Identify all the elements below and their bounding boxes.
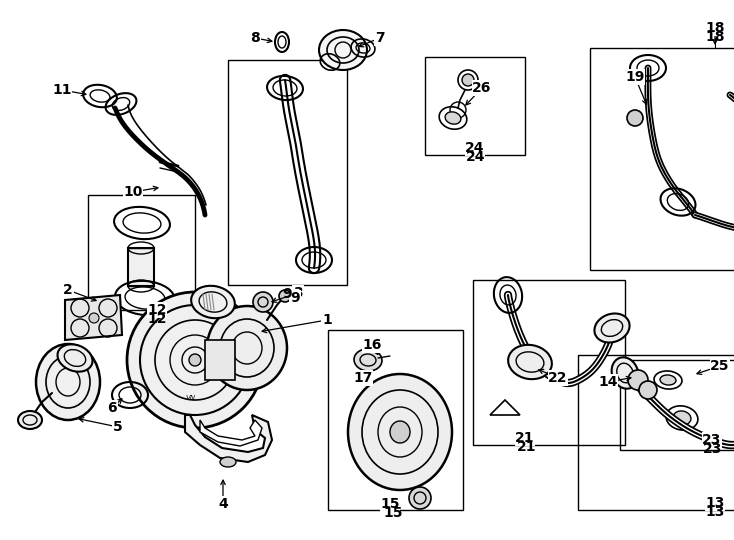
- Text: 1: 1: [322, 313, 332, 327]
- Text: 8: 8: [250, 31, 260, 45]
- Text: 23: 23: [702, 433, 722, 447]
- Ellipse shape: [595, 314, 630, 342]
- Text: 18: 18: [705, 21, 724, 35]
- Ellipse shape: [279, 290, 291, 302]
- Text: 16: 16: [363, 338, 382, 352]
- Ellipse shape: [220, 457, 236, 467]
- Text: 11: 11: [52, 83, 72, 97]
- Bar: [590, 48, 734, 270]
- Text: 13: 13: [705, 505, 724, 519]
- Ellipse shape: [508, 345, 552, 379]
- Text: 17: 17: [353, 371, 373, 385]
- Ellipse shape: [611, 357, 639, 389]
- Ellipse shape: [354, 349, 382, 371]
- Polygon shape: [200, 420, 262, 446]
- Ellipse shape: [18, 411, 42, 429]
- Text: 7: 7: [375, 31, 385, 45]
- Text: 12: 12: [148, 303, 167, 317]
- Bar: [578, 355, 734, 510]
- Ellipse shape: [628, 370, 648, 390]
- Text: 19: 19: [625, 70, 644, 84]
- Text: 5: 5: [113, 420, 123, 434]
- Text: 3: 3: [293, 286, 303, 300]
- Bar: [473, 280, 625, 445]
- Ellipse shape: [409, 487, 431, 509]
- Ellipse shape: [462, 74, 474, 86]
- Ellipse shape: [57, 345, 92, 372]
- Ellipse shape: [627, 110, 643, 126]
- Text: 12: 12: [148, 312, 167, 326]
- Ellipse shape: [660, 375, 676, 385]
- Text: 9: 9: [290, 291, 299, 305]
- Bar: [328, 330, 463, 510]
- Text: 13: 13: [705, 496, 724, 510]
- Bar: [128, 248, 154, 286]
- Text: 22: 22: [548, 371, 568, 385]
- Text: 6: 6: [107, 401, 117, 415]
- Text: 25: 25: [711, 359, 730, 373]
- Text: 18: 18: [705, 30, 724, 44]
- Ellipse shape: [89, 313, 99, 323]
- Text: 15: 15: [383, 506, 403, 520]
- Text: 10: 10: [123, 185, 142, 199]
- Text: 26: 26: [472, 81, 492, 95]
- Polygon shape: [185, 415, 272, 462]
- Ellipse shape: [189, 354, 201, 366]
- Text: 21: 21: [517, 440, 537, 454]
- Ellipse shape: [639, 381, 657, 399]
- Bar: [425, 57, 525, 155]
- Ellipse shape: [390, 421, 410, 443]
- Ellipse shape: [36, 344, 100, 420]
- Text: 24: 24: [465, 141, 484, 155]
- Polygon shape: [65, 295, 122, 340]
- Text: 9: 9: [282, 287, 292, 301]
- Text: 4: 4: [218, 497, 228, 511]
- Text: 2: 2: [63, 283, 73, 297]
- Text: 14: 14: [598, 375, 618, 389]
- Text: 23: 23: [703, 442, 723, 456]
- Ellipse shape: [127, 292, 263, 428]
- Ellipse shape: [191, 286, 235, 318]
- Bar: [620, 360, 734, 450]
- Ellipse shape: [207, 306, 287, 390]
- Text: 15: 15: [380, 497, 400, 511]
- Ellipse shape: [348, 374, 452, 490]
- Ellipse shape: [253, 292, 273, 312]
- Bar: [205, 340, 235, 380]
- Ellipse shape: [445, 112, 461, 124]
- Text: VN: VN: [185, 395, 195, 401]
- Bar: [228, 60, 347, 285]
- Ellipse shape: [673, 411, 691, 425]
- Ellipse shape: [319, 30, 367, 70]
- Text: 24: 24: [466, 150, 486, 164]
- Bar: [88, 195, 195, 310]
- Text: 21: 21: [515, 431, 535, 445]
